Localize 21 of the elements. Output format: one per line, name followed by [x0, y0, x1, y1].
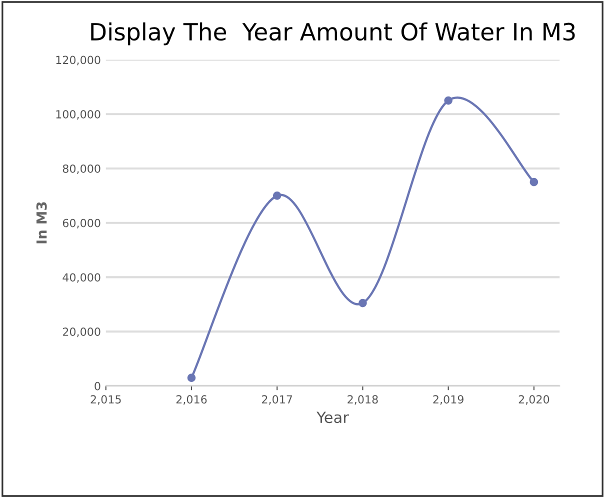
- x-tick-label: 2,019: [433, 395, 464, 405]
- point: [530, 178, 538, 186]
- x-tick-label: 2,018: [348, 395, 378, 405]
- y-tick-label: 20,000: [62, 328, 100, 338]
- point: [187, 374, 196, 382]
- point: [358, 298, 367, 308]
- y-tick-label: 100,000: [56, 110, 100, 120]
- y-tick-label: 120,000: [56, 56, 100, 66]
- chart-title: Display The Year Amount Of Water In M3: [91, 22, 575, 46]
- point: [272, 192, 282, 200]
- x-tick-label: 2,017: [262, 395, 292, 405]
- x-tick-label: 2,016: [176, 395, 207, 405]
- y-tick-label: 40,000: [62, 273, 100, 283]
- y-tick-label: 60,000: [62, 218, 100, 228]
- point: [444, 96, 452, 105]
- y-axis-title: In M3: [36, 202, 47, 244]
- x-tick-label: 2,015: [90, 395, 121, 405]
- y-tick-label: 0: [94, 382, 100, 390]
- y-tick-label: 80,000: [62, 164, 100, 174]
- x-tick-label: 2,020: [518, 395, 550, 405]
- x-axis-title: Year: [316, 412, 349, 424]
